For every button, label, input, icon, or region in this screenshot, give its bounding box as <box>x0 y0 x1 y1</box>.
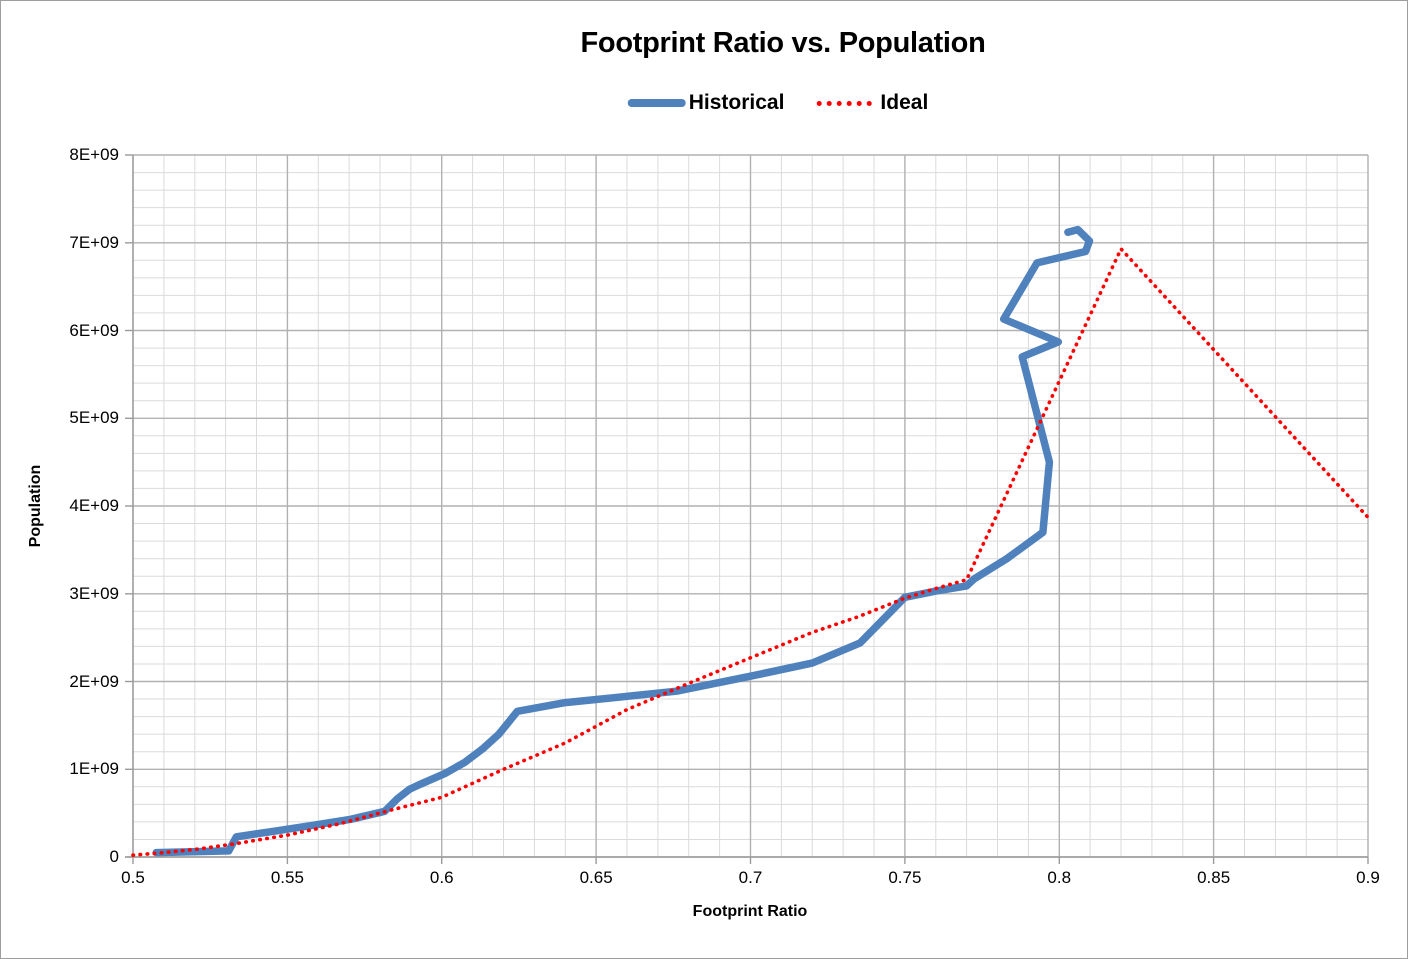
y-tick-label: 3E+09 <box>69 583 119 603</box>
legend-label-ideal: Ideal <box>880 91 929 114</box>
x-tick-label: 0.9 <box>1356 868 1380 887</box>
legend-item-historical: Historical <box>627 91 785 115</box>
x-tick-label: 0.8 <box>1047 868 1072 887</box>
y-tick-label: 5E+09 <box>69 408 119 428</box>
x-axis-title: Footprint Ratio <box>692 903 808 920</box>
x-tick-label: 0.7 <box>738 868 763 887</box>
y-tick-label: 2E+09 <box>69 671 119 691</box>
page-title: Footprint Ratio vs. Population <box>580 27 986 59</box>
x-tick-label: 0.5 <box>121 868 145 887</box>
x-tick-label: 0.65 <box>579 868 613 887</box>
historical-legend-swatch <box>627 99 686 107</box>
x-tick-label: 0.55 <box>270 868 304 887</box>
legend-label-historical: Historical <box>688 91 785 114</box>
y-tick-label: 7E+09 <box>69 232 119 252</box>
legend: Historical Ideal <box>627 91 928 115</box>
x-tick-label: 0.75 <box>888 868 922 887</box>
ideal-legend-swatch <box>816 100 872 106</box>
legend-item-ideal: Ideal <box>816 91 928 115</box>
y-tick-label: 4E+09 <box>69 496 119 515</box>
y-tick-label: 1E+09 <box>69 759 119 779</box>
x-tick-label: 0.6 <box>429 868 454 887</box>
y-axis-title: Population <box>27 464 44 548</box>
y-tick-label: 8E+09 <box>69 145 119 164</box>
y-tick-label: 6E+09 <box>69 320 119 340</box>
ideal-series-line <box>131 247 1370 857</box>
y-tick-label: 0 <box>109 847 119 866</box>
x-tick-label: 0.85 <box>1197 868 1231 887</box>
